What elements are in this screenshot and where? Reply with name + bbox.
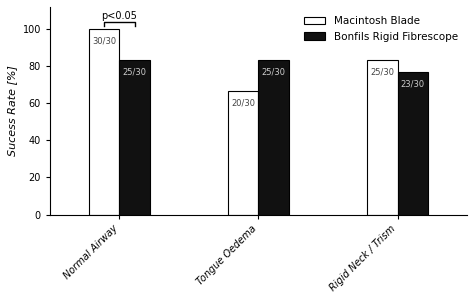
Text: 25/30: 25/30 [123,68,147,76]
Bar [367,60,398,214]
Text: p<0.05: p<0.05 [101,11,137,21]
Text: 25/30: 25/30 [370,68,394,76]
Bar [119,60,150,214]
Text: 23/30: 23/30 [401,80,425,89]
Text: 30/30: 30/30 [92,37,116,46]
Legend: Macintosh Blade, Bonfils Rigid Fibrescope: Macintosh Blade, Bonfils Rigid Fibrescop… [300,12,462,46]
Y-axis label: Sucess Rate [%]: Sucess Rate [%] [7,65,17,156]
Bar [228,91,258,214]
Text: 25/30: 25/30 [262,68,286,76]
Bar [258,60,289,214]
Bar [89,29,119,214]
Text: 20/30: 20/30 [231,98,255,107]
Bar [398,72,428,214]
